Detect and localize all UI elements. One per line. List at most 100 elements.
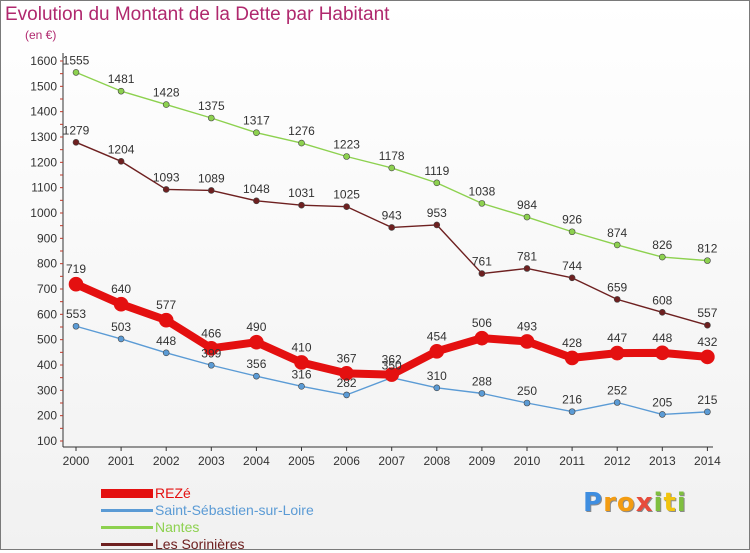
data-point: [162, 349, 170, 357]
data-label: 826: [652, 238, 672, 252]
legend-swatch: [101, 489, 153, 498]
logo-letter: P: [583, 488, 604, 518]
chart-title: Evolution du Montant de la Dette par Hab…: [5, 4, 390, 25]
data-point: [113, 296, 129, 312]
data-label: 926: [562, 213, 582, 227]
data-point: [704, 257, 711, 264]
data-point: [658, 253, 666, 261]
data-label: 874: [607, 226, 627, 240]
legend-label: Nantes: [155, 519, 200, 535]
data-point: [700, 349, 715, 365]
series-layer: [68, 69, 715, 418]
y-tick-label: 400: [37, 358, 57, 372]
data-label: 943: [382, 208, 402, 222]
data-point: [654, 345, 670, 361]
data-label: 362: [382, 353, 402, 367]
data-point: [298, 139, 305, 147]
data-point: [117, 158, 125, 165]
data-point: [72, 139, 80, 146]
data-label: 252: [607, 383, 627, 397]
data-label: 216: [562, 393, 582, 407]
x-tick-label: 2013: [649, 454, 676, 468]
data-label: 553: [66, 307, 86, 321]
data-point: [294, 355, 309, 370]
legend-swatch: [101, 526, 153, 529]
data-point: [613, 296, 621, 303]
data-point: [474, 330, 490, 346]
data-point: [343, 153, 350, 160]
data-label: 1048: [243, 182, 270, 196]
data-point: [704, 321, 711, 329]
data-label: 205: [652, 395, 672, 409]
data-label: 466: [201, 326, 221, 340]
data-label: 454: [427, 329, 447, 343]
data-label: 215: [697, 393, 717, 407]
logo-letter: o: [616, 488, 636, 518]
y-tick-label: 800: [37, 257, 57, 271]
data-label: 493: [517, 319, 537, 333]
data-point: [433, 221, 441, 229]
y-tick-label: 500: [37, 333, 57, 347]
y-tick-label: 900: [37, 231, 57, 245]
data-label: 250: [517, 384, 537, 398]
data-point: [298, 201, 305, 209]
data-label: 367: [337, 351, 357, 365]
legend-swatch: [101, 509, 153, 512]
logo-letter: x: [635, 488, 654, 518]
data-point: [117, 87, 125, 95]
data-label: 1119: [424, 164, 449, 178]
data-point: [162, 186, 170, 193]
data-label: 1428: [153, 86, 180, 100]
data-point: [523, 399, 531, 407]
data-label: 1481: [108, 72, 135, 86]
data-label: 577: [156, 298, 176, 312]
logo-letter: i: [653, 488, 664, 518]
x-tick-label: 2002: [153, 454, 180, 468]
data-label: 1276: [288, 124, 315, 138]
data-point: [568, 274, 576, 282]
data-point: [388, 224, 396, 231]
data-point: [429, 344, 445, 359]
data-label: 350: [382, 359, 402, 373]
data-point: [208, 361, 215, 369]
x-tick-label: 2009: [469, 454, 496, 468]
data-label: 608: [652, 293, 672, 307]
y-tick-label: 1100: [31, 181, 57, 195]
chart-axes: 100 200 300 400 500 600 700 800 900 1000 1100 1200 1…: [30, 53, 721, 468]
data-point: [208, 114, 215, 122]
data-point: [72, 322, 80, 330]
x-tick-label: 2001: [108, 454, 135, 468]
y-tick-label: 1200: [30, 155, 57, 169]
data-point: [208, 187, 215, 194]
data-label: 428: [562, 336, 582, 350]
legend-swatch: [101, 543, 153, 546]
x-tick-label: 2010: [514, 454, 541, 468]
data-label: 1223: [333, 138, 360, 152]
data-point: [343, 391, 350, 399]
data-label: 316: [291, 367, 311, 381]
logo-letter: t: [663, 488, 677, 518]
data-label: 761: [472, 255, 492, 269]
data-label: 288: [472, 374, 492, 388]
data-label: 490: [246, 320, 266, 334]
data-point: [339, 366, 354, 381]
data-label: 1025: [333, 188, 360, 202]
data-label: 719: [66, 262, 86, 276]
data-point: [253, 129, 260, 136]
logo-letter: i: [676, 488, 687, 518]
x-tick-label: 2014: [694, 454, 721, 468]
data-label: 640: [111, 282, 131, 296]
data-point: [249, 334, 264, 350]
x-tick-label: 2012: [604, 454, 631, 468]
data-label: 1038: [469, 184, 496, 198]
data-point: [433, 384, 441, 392]
data-point: [478, 200, 486, 207]
data-point: [343, 203, 350, 210]
data-label: 448: [652, 331, 672, 345]
data-point: [568, 408, 576, 415]
logo-letter: r: [603, 488, 617, 518]
x-tick-label: 2006: [333, 454, 360, 468]
data-label: 282: [337, 376, 357, 390]
